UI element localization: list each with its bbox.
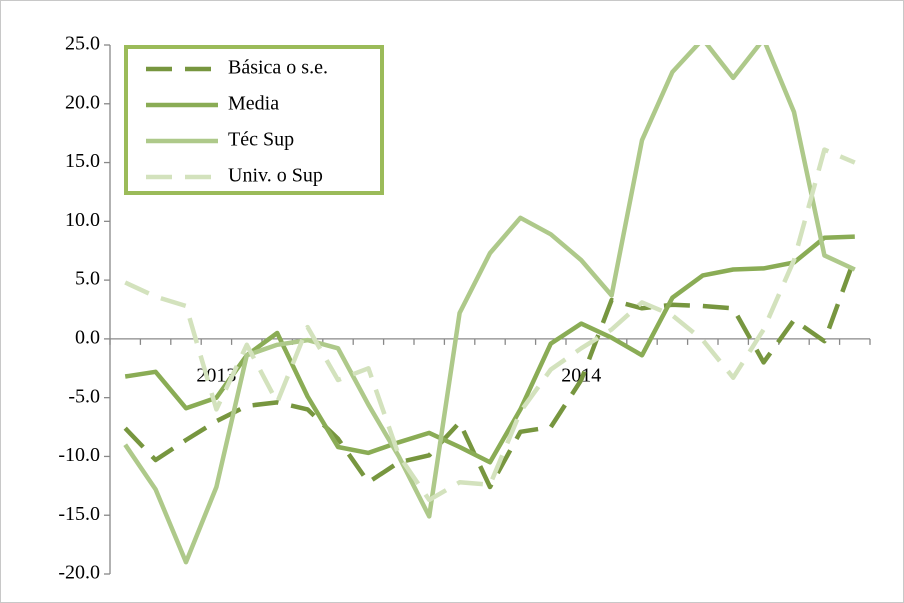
y-tick-label: 20.0 [65,91,100,113]
legend-box [124,45,384,195]
legend-label: Media [228,93,279,115]
legend-label: Básica o s.e. [228,57,328,79]
y-tick-label: -5.0 [68,385,100,407]
series-line [124,147,856,503]
legend-label: Téc Sup [228,129,294,151]
y-tick-label: 25.0 [65,33,100,55]
y-tick-label: -15.0 [58,503,100,525]
y-tick-label: 10.0 [65,209,100,231]
plot-area [123,45,857,565]
y-tick-label: -10.0 [58,444,100,466]
series-line [123,257,857,490]
y-tick-label: 5.0 [75,268,100,290]
y-tick-label: -20.0 [58,562,100,584]
legend-label: Univ. o Sup [228,165,323,187]
y-tick-label: 0.0 [75,326,100,348]
y-tick-label: 15.0 [65,150,100,172]
series-line [123,45,856,565]
